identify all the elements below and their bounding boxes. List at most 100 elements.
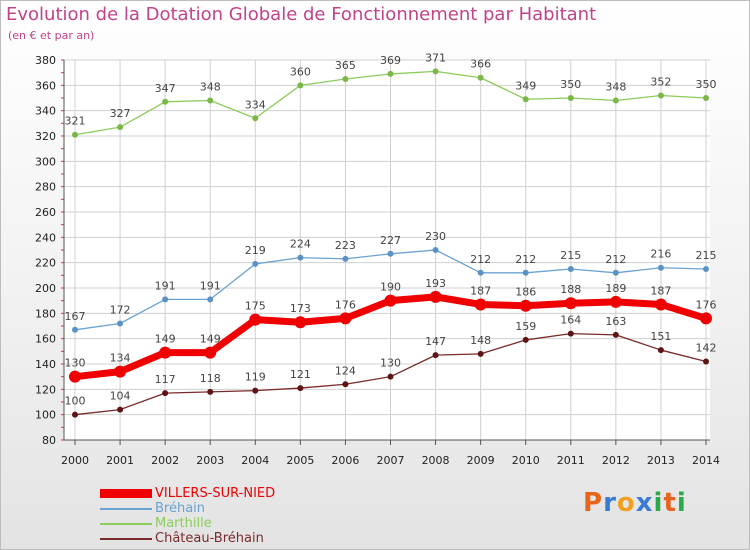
data-point-villers-sur-nied <box>474 298 487 311</box>
data-point-ch-teau-br-hain <box>657 347 664 354</box>
data-label-br-hain: 227 <box>380 234 401 247</box>
data-point-br-hain <box>297 254 304 261</box>
proxiti-logo: Proxiti <box>583 488 687 518</box>
y-tick-label: 160 <box>35 333 56 346</box>
y-tick-label: 280 <box>35 181 56 194</box>
data-point-marthille <box>703 95 709 101</box>
data-label-br-hain: 212 <box>605 253 626 266</box>
data-label-br-hain: 167 <box>65 310 86 323</box>
data-label-br-hain: 212 <box>515 253 536 266</box>
y-tick-label: 380 <box>35 54 56 67</box>
data-label-ch-teau-br-hain: 164 <box>560 314 581 327</box>
y-tick-label: 80 <box>42 434 56 447</box>
data-point-br-hain <box>477 269 484 276</box>
data-point-br-hain <box>387 250 394 257</box>
data-label-br-hain: 215 <box>696 249 717 262</box>
y-tick-label: 220 <box>35 257 56 270</box>
data-label-villers-sur-nied: 188 <box>560 283 581 296</box>
data-label-villers-sur-nied: 176 <box>335 298 356 311</box>
x-tick-label: 2009 <box>467 454 495 467</box>
data-point-marthille <box>657 92 664 99</box>
legend-label: Marthille <box>155 516 212 531</box>
chart-subtitle: (en € et par an) <box>8 29 95 42</box>
data-label-marthille: 365 <box>335 59 356 72</box>
data-point-br-hain <box>567 266 574 272</box>
data-point-ch-teau-br-hain <box>522 336 529 343</box>
data-label-villers-sur-nied: 175 <box>245 300 266 313</box>
data-point-ch-teau-br-hain <box>297 385 304 392</box>
data-label-marthille: 347 <box>155 82 176 95</box>
data-point-br-hain <box>703 266 709 272</box>
data-label-marthille: 360 <box>290 65 311 78</box>
data-point-ch-teau-br-hain <box>342 381 349 388</box>
data-label-marthille: 369 <box>380 54 401 67</box>
data-label-villers-sur-nied: 189 <box>605 282 626 295</box>
chart-title: Evolution de la Dotation Globale de Fonc… <box>6 4 597 25</box>
data-label-br-hain: 216 <box>650 248 671 261</box>
legend-item-br-hain: Bréhain <box>100 501 360 516</box>
data-point-villers-sur-nied <box>114 365 127 378</box>
x-tick-label: 2000 <box>61 454 89 467</box>
legend-swatch <box>100 523 152 525</box>
data-point-villers-sur-nied <box>294 316 307 329</box>
legend-swatch <box>100 489 152 498</box>
data-point-ch-teau-br-hain <box>72 411 78 418</box>
legend-label: Bréhain <box>155 501 206 516</box>
data-label-marthille: 327 <box>110 107 131 120</box>
x-tick-label: 2002 <box>151 454 179 467</box>
data-label-marthille: 348 <box>200 81 221 94</box>
data-label-ch-teau-br-hain: 151 <box>650 330 671 343</box>
data-point-br-hain <box>432 247 439 253</box>
y-tick-label: 140 <box>35 358 56 371</box>
x-tick-label: 2001 <box>106 454 134 467</box>
data-label-ch-teau-br-hain: 130 <box>380 357 401 370</box>
data-point-ch-teau-br-hain <box>432 352 439 359</box>
data-label-villers-sur-nied: 130 <box>65 357 86 370</box>
data-label-br-hain: 215 <box>560 249 581 262</box>
data-point-br-hain <box>252 260 259 267</box>
legend-item-ch-teau-br-hain: Château-Bréhain <box>100 531 360 546</box>
data-point-villers-sur-nied <box>69 370 81 383</box>
data-label-ch-teau-br-hain: 119 <box>245 371 266 384</box>
data-point-marthille <box>342 76 349 82</box>
x-tick-label: 2010 <box>512 454 540 467</box>
data-point-villers-sur-nied <box>384 294 397 307</box>
x-tick-label: 2004 <box>241 454 269 467</box>
x-tick-label: 2011 <box>557 454 585 467</box>
data-label-ch-teau-br-hain: 148 <box>470 334 491 347</box>
data-point-villers-sur-nied <box>654 298 667 311</box>
data-point-marthille <box>612 97 619 104</box>
legend-label: Château-Bréhain <box>155 531 264 546</box>
data-label-marthille: 352 <box>650 75 671 88</box>
data-point-ch-teau-br-hain <box>477 350 484 357</box>
x-tick-label: 2006 <box>331 454 359 467</box>
data-label-marthille: 366 <box>470 58 491 71</box>
data-label-marthille: 350 <box>696 78 717 91</box>
data-label-villers-sur-nied: 190 <box>380 281 401 294</box>
data-label-ch-teau-br-hain: 104 <box>110 390 131 403</box>
y-tick-label: 180 <box>35 307 56 320</box>
data-point-ch-teau-br-hain <box>703 358 709 365</box>
data-point-br-hain <box>162 296 169 303</box>
data-point-br-hain <box>207 296 214 303</box>
data-point-ch-teau-br-hain <box>162 390 169 397</box>
data-point-ch-teau-br-hain <box>387 373 394 380</box>
data-label-br-hain: 219 <box>245 244 266 257</box>
data-label-villers-sur-nied: 187 <box>470 284 491 297</box>
data-point-marthille <box>567 95 574 101</box>
data-label-marthille: 349 <box>515 79 536 92</box>
data-point-marthille <box>117 124 124 131</box>
data-point-villers-sur-nied <box>564 297 577 310</box>
y-tick-label: 120 <box>35 383 56 396</box>
data-label-ch-teau-br-hain: 100 <box>65 395 86 408</box>
data-label-br-hain: 223 <box>335 239 356 252</box>
data-label-villers-sur-nied: 149 <box>200 333 221 346</box>
data-point-villers-sur-nied <box>700 312 712 325</box>
data-label-ch-teau-br-hain: 124 <box>335 364 356 377</box>
data-point-villers-sur-nied <box>609 295 622 308</box>
data-point-ch-teau-br-hain <box>207 388 214 395</box>
data-point-ch-teau-br-hain <box>567 330 574 337</box>
data-label-br-hain: 191 <box>200 279 221 292</box>
data-label-villers-sur-nied: 173 <box>290 302 311 315</box>
